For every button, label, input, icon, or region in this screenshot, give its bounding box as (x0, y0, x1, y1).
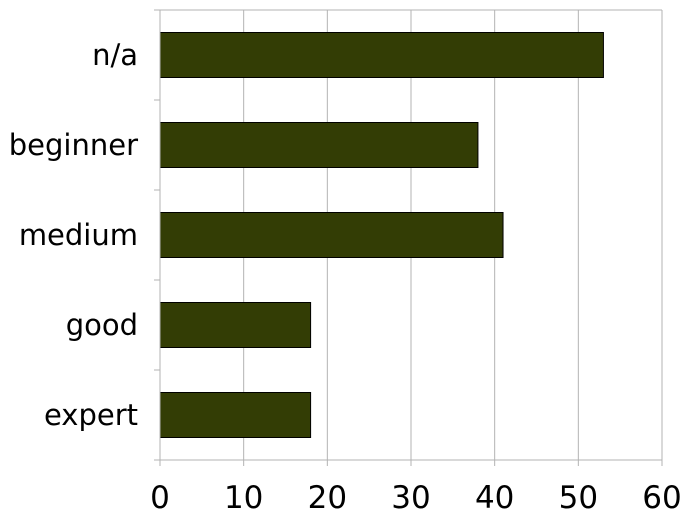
x-tick-label: 40 (475, 480, 514, 512)
category-label: beginner (9, 128, 138, 162)
bar-beginner (159, 122, 479, 168)
category-label: medium (19, 218, 138, 252)
x-tick-label: 60 (642, 480, 681, 512)
category-label: expert (44, 398, 138, 432)
category-labels: n/a beginner medium good expert (9, 38, 138, 432)
x-tick-label: 10 (224, 480, 263, 512)
axes (154, 9, 663, 466)
bar-expert (159, 392, 312, 438)
bar-good (159, 302, 312, 348)
x-tick-label: 50 (559, 480, 598, 512)
x-tick-labels: 0 10 20 30 40 50 60 (150, 480, 682, 512)
x-tick-label: 30 (391, 480, 430, 512)
category-label: good (66, 308, 138, 342)
bar-medium (159, 212, 504, 258)
bars (159, 32, 604, 438)
category-label: n/a (92, 38, 138, 72)
bar-n-a (159, 32, 604, 78)
x-tick-label: 20 (308, 480, 347, 512)
x-tick-label: 0 (150, 480, 170, 512)
